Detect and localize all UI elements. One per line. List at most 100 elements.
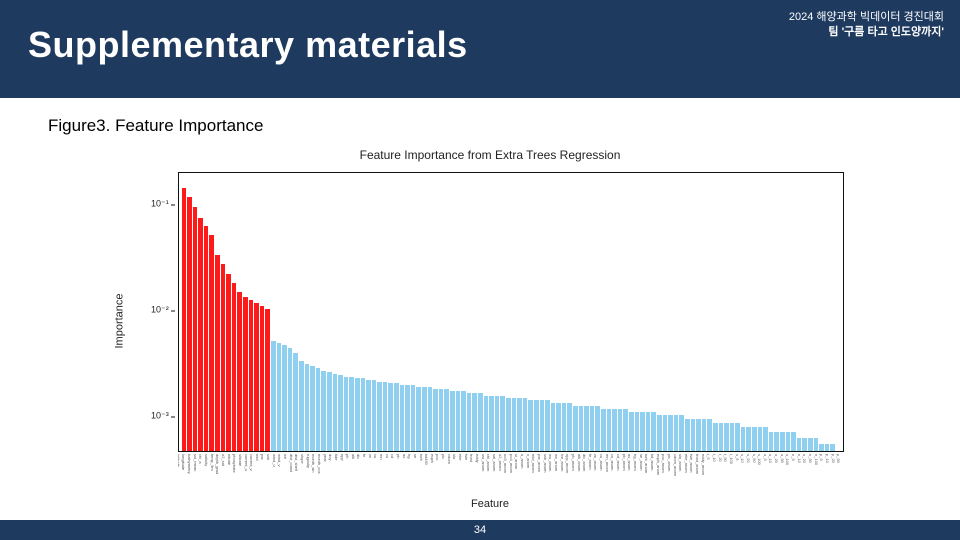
x-tick-label: n_100 — [814, 454, 819, 465]
x-tick-label: sla — [452, 454, 457, 459]
bar — [198, 218, 203, 451]
x-tick-label: dist_coast — [289, 454, 294, 472]
bar — [512, 398, 517, 451]
bar — [249, 300, 254, 451]
bar — [416, 387, 421, 451]
x-tick-label: eke — [458, 454, 463, 460]
bar — [668, 415, 673, 451]
bar — [472, 393, 477, 451]
bar — [724, 423, 729, 451]
x-tick-label: sla_anom — [678, 454, 683, 471]
x-tick-label: pic_anom — [667, 454, 672, 471]
x-tick-label: p_10 — [825, 454, 830, 463]
x-tick-label: cdom_anom — [673, 454, 678, 476]
bar — [758, 427, 763, 451]
bar — [277, 343, 282, 451]
bar — [237, 292, 242, 451]
bar — [528, 400, 533, 451]
bar — [349, 377, 354, 451]
bar — [271, 341, 276, 451]
bar — [260, 306, 265, 451]
x-tick-label: o_20 — [774, 454, 779, 463]
x-tick-label: sst_anom — [481, 454, 486, 471]
x-tick-label: mn — [379, 454, 384, 460]
bar — [623, 409, 628, 451]
x-tick-label: u_anom — [520, 454, 525, 468]
x-tick-label: longitude — [181, 454, 186, 470]
bar — [825, 444, 830, 451]
x-tick-label: par — [260, 454, 265, 460]
bar — [338, 375, 343, 451]
bar — [791, 432, 796, 451]
x-tick-label: current_v — [249, 454, 254, 471]
x-tick-label: cdom — [447, 454, 452, 464]
x-tick-label: v_anom — [526, 454, 531, 468]
bar — [540, 400, 545, 451]
x-tick-label: depth_grad — [215, 454, 220, 474]
bar — [517, 398, 522, 451]
x-tick-label: ph — [345, 454, 350, 458]
bar — [769, 432, 774, 451]
x-tick-label: o_100 — [785, 454, 790, 465]
bars-container — [179, 173, 843, 451]
x-tick-label: wv_anom — [554, 454, 559, 471]
bar — [299, 361, 304, 451]
x-tick-label: nitrate — [227, 454, 232, 465]
bar — [545, 400, 550, 451]
x-tick-label: cd — [390, 454, 395, 458]
bar — [444, 389, 449, 451]
x-tick-label: npp_anom — [565, 454, 570, 473]
bar — [595, 406, 600, 451]
bar — [366, 380, 371, 451]
x-tick-label: month_sin — [311, 454, 316, 472]
slide-body: Figure3. Feature Importance Feature Impo… — [0, 98, 960, 520]
x-tick-label: t_10 — [712, 454, 717, 462]
x-tick-label: n_5 — [791, 454, 796, 461]
bar — [411, 385, 416, 451]
bar — [265, 309, 270, 451]
bar — [741, 427, 746, 451]
bar — [646, 412, 651, 451]
bar — [562, 403, 567, 451]
x-tick-label: slope — [300, 454, 305, 464]
bar — [797, 438, 802, 451]
bar — [282, 345, 287, 451]
chart-axes: 10⁻³10⁻²10⁻¹ — [178, 172, 844, 452]
bar — [456, 391, 461, 451]
bar — [780, 432, 785, 451]
x-tick-label: s_100 — [757, 454, 762, 465]
bar — [663, 415, 668, 451]
bar — [383, 382, 388, 451]
bar — [735, 423, 740, 451]
x-tick-label: front_anom — [695, 454, 700, 474]
x-tick-label: pic — [441, 454, 446, 459]
bar — [310, 366, 315, 451]
bar — [674, 415, 679, 451]
bar — [500, 396, 505, 451]
x-tick-label: hg — [407, 454, 412, 458]
bar — [388, 383, 393, 451]
bar — [584, 406, 589, 451]
bar — [193, 207, 198, 451]
y-axis-label: Importance — [114, 293, 126, 348]
bar — [651, 412, 656, 451]
bar — [774, 432, 779, 451]
x-tick-label: n_20 — [802, 454, 807, 463]
bar — [439, 389, 444, 451]
x-tick-label: s_50 — [752, 454, 757, 463]
bar — [707, 419, 712, 451]
x-tick-label: mld_anom — [531, 454, 536, 473]
x-tick-label: hg_anom — [633, 454, 638, 471]
bar — [361, 378, 366, 451]
x-tick-label: kd490 — [424, 454, 429, 465]
bar — [691, 419, 696, 451]
x-tick-label: no3_anom — [503, 454, 508, 473]
x-tick-label: rugosity — [306, 454, 311, 468]
x-tick-label: cd_anom — [616, 454, 621, 470]
x-tick-label: temp_5m — [210, 454, 215, 471]
bar — [422, 387, 427, 451]
x-tick-label: pb_anom — [622, 454, 627, 471]
bar — [685, 419, 690, 451]
bar — [316, 368, 321, 451]
x-tick-label: euph_anom — [656, 454, 661, 475]
